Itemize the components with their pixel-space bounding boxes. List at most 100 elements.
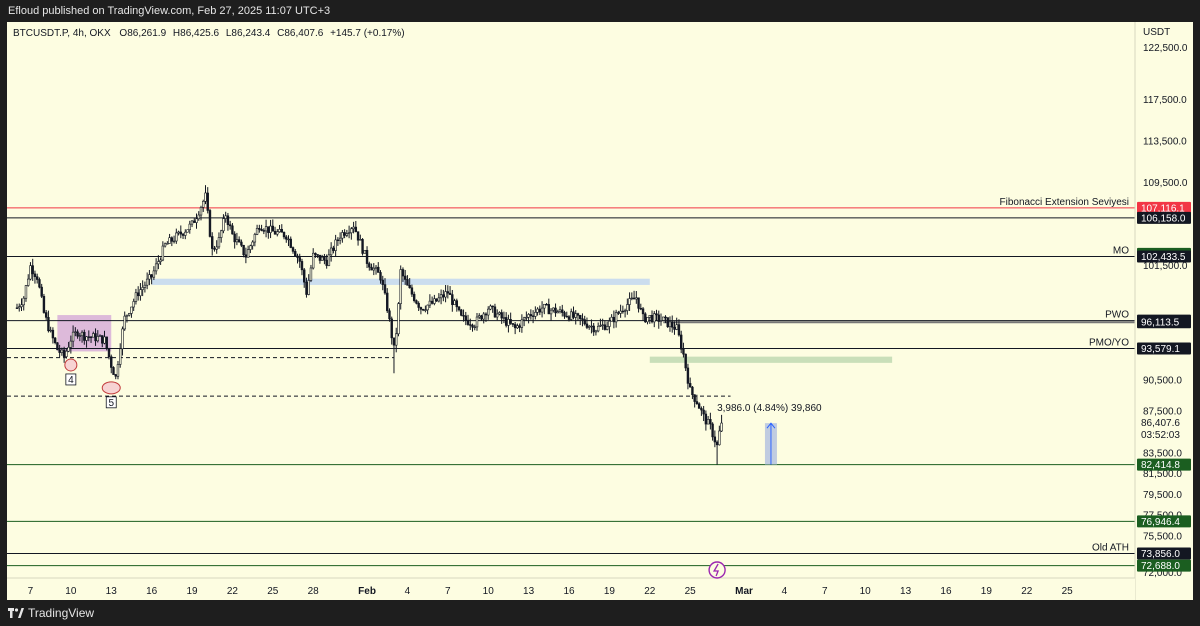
candle-body — [336, 239, 340, 242]
candle-body — [655, 313, 658, 316]
legend-close: C86,407.6 — [277, 28, 324, 39]
candle-body — [179, 231, 183, 235]
candle-body — [269, 225, 272, 233]
measure-arrow-head — [766, 422, 776, 429]
candle-body — [208, 210, 212, 237]
candle-body — [644, 313, 647, 323]
candle-body — [487, 308, 490, 316]
time-axis[interactable] — [7, 578, 1135, 600]
candle-body — [442, 294, 445, 298]
candle-body — [347, 232, 351, 234]
candle-body — [520, 319, 524, 328]
candle-body — [71, 331, 75, 342]
price-axis[interactable] — [1135, 22, 1193, 600]
price-tag-text-1: 106,158.0 — [1141, 213, 1186, 224]
y-tick-label: 81,500.0 — [1143, 469, 1182, 480]
candle-body — [630, 297, 634, 300]
y-tick-label: 109,500.0 — [1143, 178, 1188, 189]
price-tag-6 — [1137, 342, 1191, 355]
candle-body — [69, 340, 73, 348]
x-tick-label: 4 — [782, 586, 788, 597]
candle-body — [668, 321, 672, 328]
candle-body — [136, 292, 140, 297]
candle-body — [386, 292, 389, 312]
candle-body — [204, 192, 207, 202]
x-tick-label: 19 — [604, 586, 616, 597]
candle-body — [426, 304, 429, 311]
candle-body — [235, 239, 239, 243]
lightning-icon[interactable] — [708, 561, 726, 579]
chart-area[interactable]: 4 5 3,986.0 (4.84%) 39,860 Fibonacci Extens… — [7, 22, 1193, 600]
candle-body — [89, 336, 93, 339]
price-tag-text-6: 93,579.1 — [1141, 344, 1180, 355]
candle-body — [92, 333, 95, 338]
candle-body — [383, 284, 387, 294]
candle-body — [318, 254, 322, 261]
candle-body — [428, 300, 432, 306]
y-tick-label: 83,500.0 — [1143, 448, 1182, 459]
candle-body — [157, 261, 160, 265]
candle-body — [664, 316, 667, 319]
candle-body — [27, 278, 30, 286]
candle-body — [370, 266, 373, 271]
pivot-badge-5 — [105, 396, 117, 409]
tradingview-logo[interactable]: TradingView — [8, 606, 94, 620]
x-tick-label: 25 — [685, 586, 697, 597]
y-tick-label: 113,500.0 — [1143, 137, 1187, 148]
candle-body — [583, 319, 586, 325]
candle-body — [457, 306, 461, 311]
candle-body — [590, 325, 593, 328]
x-tick-label: 22 — [227, 586, 239, 597]
candle-body — [154, 263, 158, 272]
candle-body — [534, 312, 537, 317]
legend-open: O86,261.9 — [119, 28, 167, 39]
candle-body — [163, 243, 167, 247]
candle-body — [224, 215, 227, 219]
countdown-label: 03:52:03 — [1141, 430, 1180, 441]
candle-body — [323, 256, 326, 261]
candle-body — [462, 315, 465, 317]
candle-body — [415, 300, 418, 304]
candle-body — [213, 248, 216, 250]
lightning-bolt — [712, 563, 720, 577]
candle-body — [195, 218, 198, 223]
candle-body — [478, 315, 481, 318]
candle-body — [697, 403, 701, 409]
candle-body — [547, 304, 551, 315]
candle-body — [125, 314, 129, 317]
candle-body — [554, 307, 557, 314]
candle-body — [20, 304, 23, 308]
price-tag-3 — [1137, 250, 1191, 263]
candle-body — [675, 324, 678, 330]
chart-canvas[interactable]: 4 5 3,986.0 (4.84%) 39,860 Fibonacci Extens… — [7, 22, 1193, 600]
candle-body — [307, 280, 310, 295]
candle-body — [617, 312, 620, 314]
candle-body — [713, 436, 717, 443]
candle-body — [374, 266, 378, 269]
candle-body — [219, 230, 223, 238]
candle-body — [558, 309, 562, 313]
candle-body — [471, 324, 474, 328]
candle-body — [448, 292, 452, 295]
candle-body — [619, 310, 622, 314]
candle-body — [679, 334, 683, 350]
candle-body — [715, 441, 719, 446]
candle-body — [518, 325, 521, 328]
x-tick-label: 13 — [523, 586, 535, 597]
candle-body — [392, 337, 396, 346]
pivot-marker-4 — [64, 358, 78, 372]
x-tick-label: 10 — [65, 586, 77, 597]
candle-body — [480, 315, 483, 320]
candle-body — [435, 298, 438, 302]
candle-body — [105, 336, 108, 349]
candle-body — [444, 291, 447, 298]
candle-body — [540, 307, 544, 313]
candle-body — [186, 229, 189, 233]
candle-body — [262, 230, 266, 232]
candle-body — [626, 304, 629, 311]
candle-body — [412, 293, 416, 301]
candle-body — [513, 324, 517, 329]
candle-body — [112, 367, 115, 375]
price-tag-text-7: 82,414.8 — [1141, 460, 1180, 471]
level-label-3: MO — [1113, 246, 1129, 257]
